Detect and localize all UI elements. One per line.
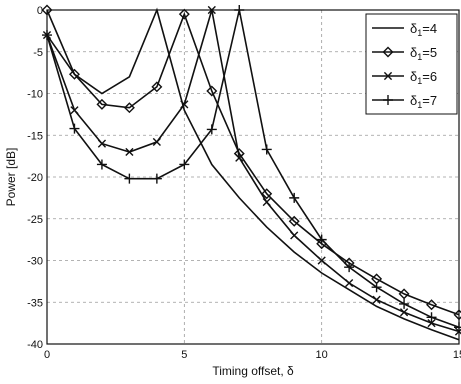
legend: δ1=4 δ1=5 δ1=6 δ1=7: [365, 13, 458, 115]
y-tick-label: -15: [27, 130, 43, 142]
data-point-marker: [289, 192, 300, 203]
legend-item-4: δ1=7: [372, 93, 437, 110]
data-point-marker: [371, 282, 382, 293]
data-point-marker: [317, 256, 326, 265]
series-1: [46, 7, 460, 341]
data-point-marker: [178, 8, 190, 20]
data-point-marker: [123, 102, 135, 114]
series-line-3: [46, 9, 460, 333]
data-point-marker: [399, 298, 410, 309]
data-point-marker: [288, 215, 300, 227]
y-tick-label: -35: [27, 297, 43, 309]
data-point-marker: [97, 139, 107, 148]
data-point-marker: [261, 188, 273, 200]
y-tick-label: -30: [27, 256, 43, 268]
data-point-marker: [426, 299, 438, 311]
data-point-marker: [316, 234, 327, 245]
legend-marker: [383, 95, 393, 105]
x-tick-label: 5: [181, 349, 187, 361]
data-point-marker: [427, 319, 436, 328]
legend-item-2: δ1=5: [372, 45, 437, 62]
data-point-marker: [345, 278, 354, 288]
data-point-marker: [344, 262, 355, 273]
x-tick-label: 10: [316, 349, 328, 361]
x-tick-label: 15: [453, 349, 461, 361]
series-line-4: [46, 9, 460, 329]
y-tick-label: 0: [37, 5, 43, 17]
data-point-marker: [151, 81, 163, 93]
x-axis-label: Timing offset, δ: [212, 364, 294, 378]
legend-marker: [382, 46, 394, 58]
x-tick-label: 0: [44, 349, 50, 361]
legend-item-1: δ1=4: [372, 21, 437, 38]
data-point-marker: [399, 308, 409, 317]
data-point-marker: [206, 124, 217, 135]
data-point-marker: [152, 137, 161, 147]
data-point-marker: [125, 147, 134, 157]
data-point-marker: [151, 173, 162, 184]
series-line-2: [46, 9, 460, 316]
data-point-marker: [96, 159, 107, 170]
legend-label: δ1=4: [410, 21, 437, 38]
y-tick-label: -5: [33, 47, 43, 59]
data-point-marker: [206, 85, 218, 97]
legend-marker: [383, 71, 393, 81]
series-line-1: [46, 7, 460, 341]
data-point-marker: [70, 106, 79, 115]
data-point-marker: [262, 197, 271, 207]
legend-label: δ1=7: [410, 93, 437, 110]
data-point-marker: [235, 153, 244, 162]
series-3: [42, 5, 461, 336]
plot-frame: [46, 9, 460, 345]
legend-item-3: δ1=6: [372, 69, 437, 86]
legend-label: δ1=6: [410, 69, 437, 86]
data-point-marker: [179, 159, 190, 170]
legend-box: [365, 13, 458, 115]
y-tick-label: -25: [27, 214, 43, 226]
data-point-marker: [261, 144, 272, 155]
y-tick-label: -10: [27, 89, 43, 101]
data-point-marker: [180, 100, 189, 109]
legend-label: δ1=5: [410, 45, 437, 62]
data-point-marker: [398, 288, 410, 300]
data-point-marker: [124, 173, 135, 184]
series-layer: [41, 4, 461, 341]
tick-labels: 0 5 10 15 0 -5 -10 -15 -20 -25 -30 -35 -40: [27, 5, 461, 361]
data-point-marker: [69, 123, 80, 134]
y-tick-label: -20: [27, 172, 43, 184]
data-point-marker: [290, 231, 299, 240]
data-point-marker: [372, 295, 381, 304]
data-point-marker: [426, 312, 437, 323]
data-point-marker: [96, 98, 108, 110]
y-tick-label: -40: [27, 339, 43, 351]
y-axis-label: Power [dB]: [4, 148, 18, 207]
data-point-marker: [68, 68, 80, 80]
